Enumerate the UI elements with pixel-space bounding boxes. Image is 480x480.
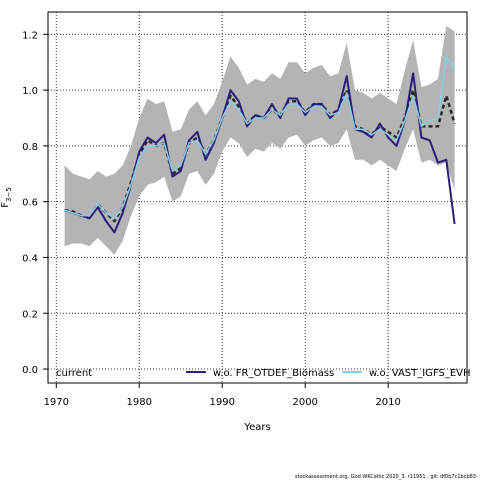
confidence-band-area xyxy=(64,25,455,255)
confidence-band xyxy=(64,25,455,255)
series-line-wo-vast xyxy=(64,55,456,220)
y-axis: 0.0 0.2 0.4 0.6 0.8 1.0 1.2 xyxy=(22,30,48,376)
x-tick-label: 1990 xyxy=(210,397,235,408)
series-lines xyxy=(64,55,456,234)
y-tick-label: 1.2 xyxy=(22,30,38,41)
y-tick-label: 0.6 xyxy=(22,198,38,209)
x-tick-label: 1980 xyxy=(127,397,152,408)
y-tick-label: 1.0 xyxy=(22,86,38,97)
y-axis-title-main: F xyxy=(0,202,11,208)
grid-lines xyxy=(48,12,467,383)
y-axis-title-sub: 3−5 xyxy=(5,187,13,202)
y-tick-label: 0.4 xyxy=(22,253,38,264)
legend-label-wo-fr: w.o. FR_OTDEF_Biomass xyxy=(213,368,334,379)
x-axis: 1970 1980 1990 2000 2010 xyxy=(44,383,401,408)
x-tick-label: 2010 xyxy=(375,397,400,408)
y-axis-title: F3−5 xyxy=(0,187,13,208)
y-tick-label: 0.8 xyxy=(22,142,38,153)
y-tick-label: 0.2 xyxy=(22,309,38,320)
legend-label-current: current xyxy=(56,368,92,379)
x-axis-title: Years xyxy=(243,422,270,433)
legend-label-wo-vast: w.o. VAST_IGFS_EVH xyxy=(369,368,471,379)
x-tick-label: 2000 xyxy=(292,397,317,408)
legend: current w.o. FR_OTDEF_Biomass w.o. VAST_… xyxy=(56,368,471,379)
x-tick-label: 1970 xyxy=(44,397,69,408)
y-tick-label: 0.0 xyxy=(22,365,38,376)
footer-credit: stockassessment.org, God WKCeltic 2020_3… xyxy=(295,474,476,480)
plot-frame xyxy=(47,11,468,384)
